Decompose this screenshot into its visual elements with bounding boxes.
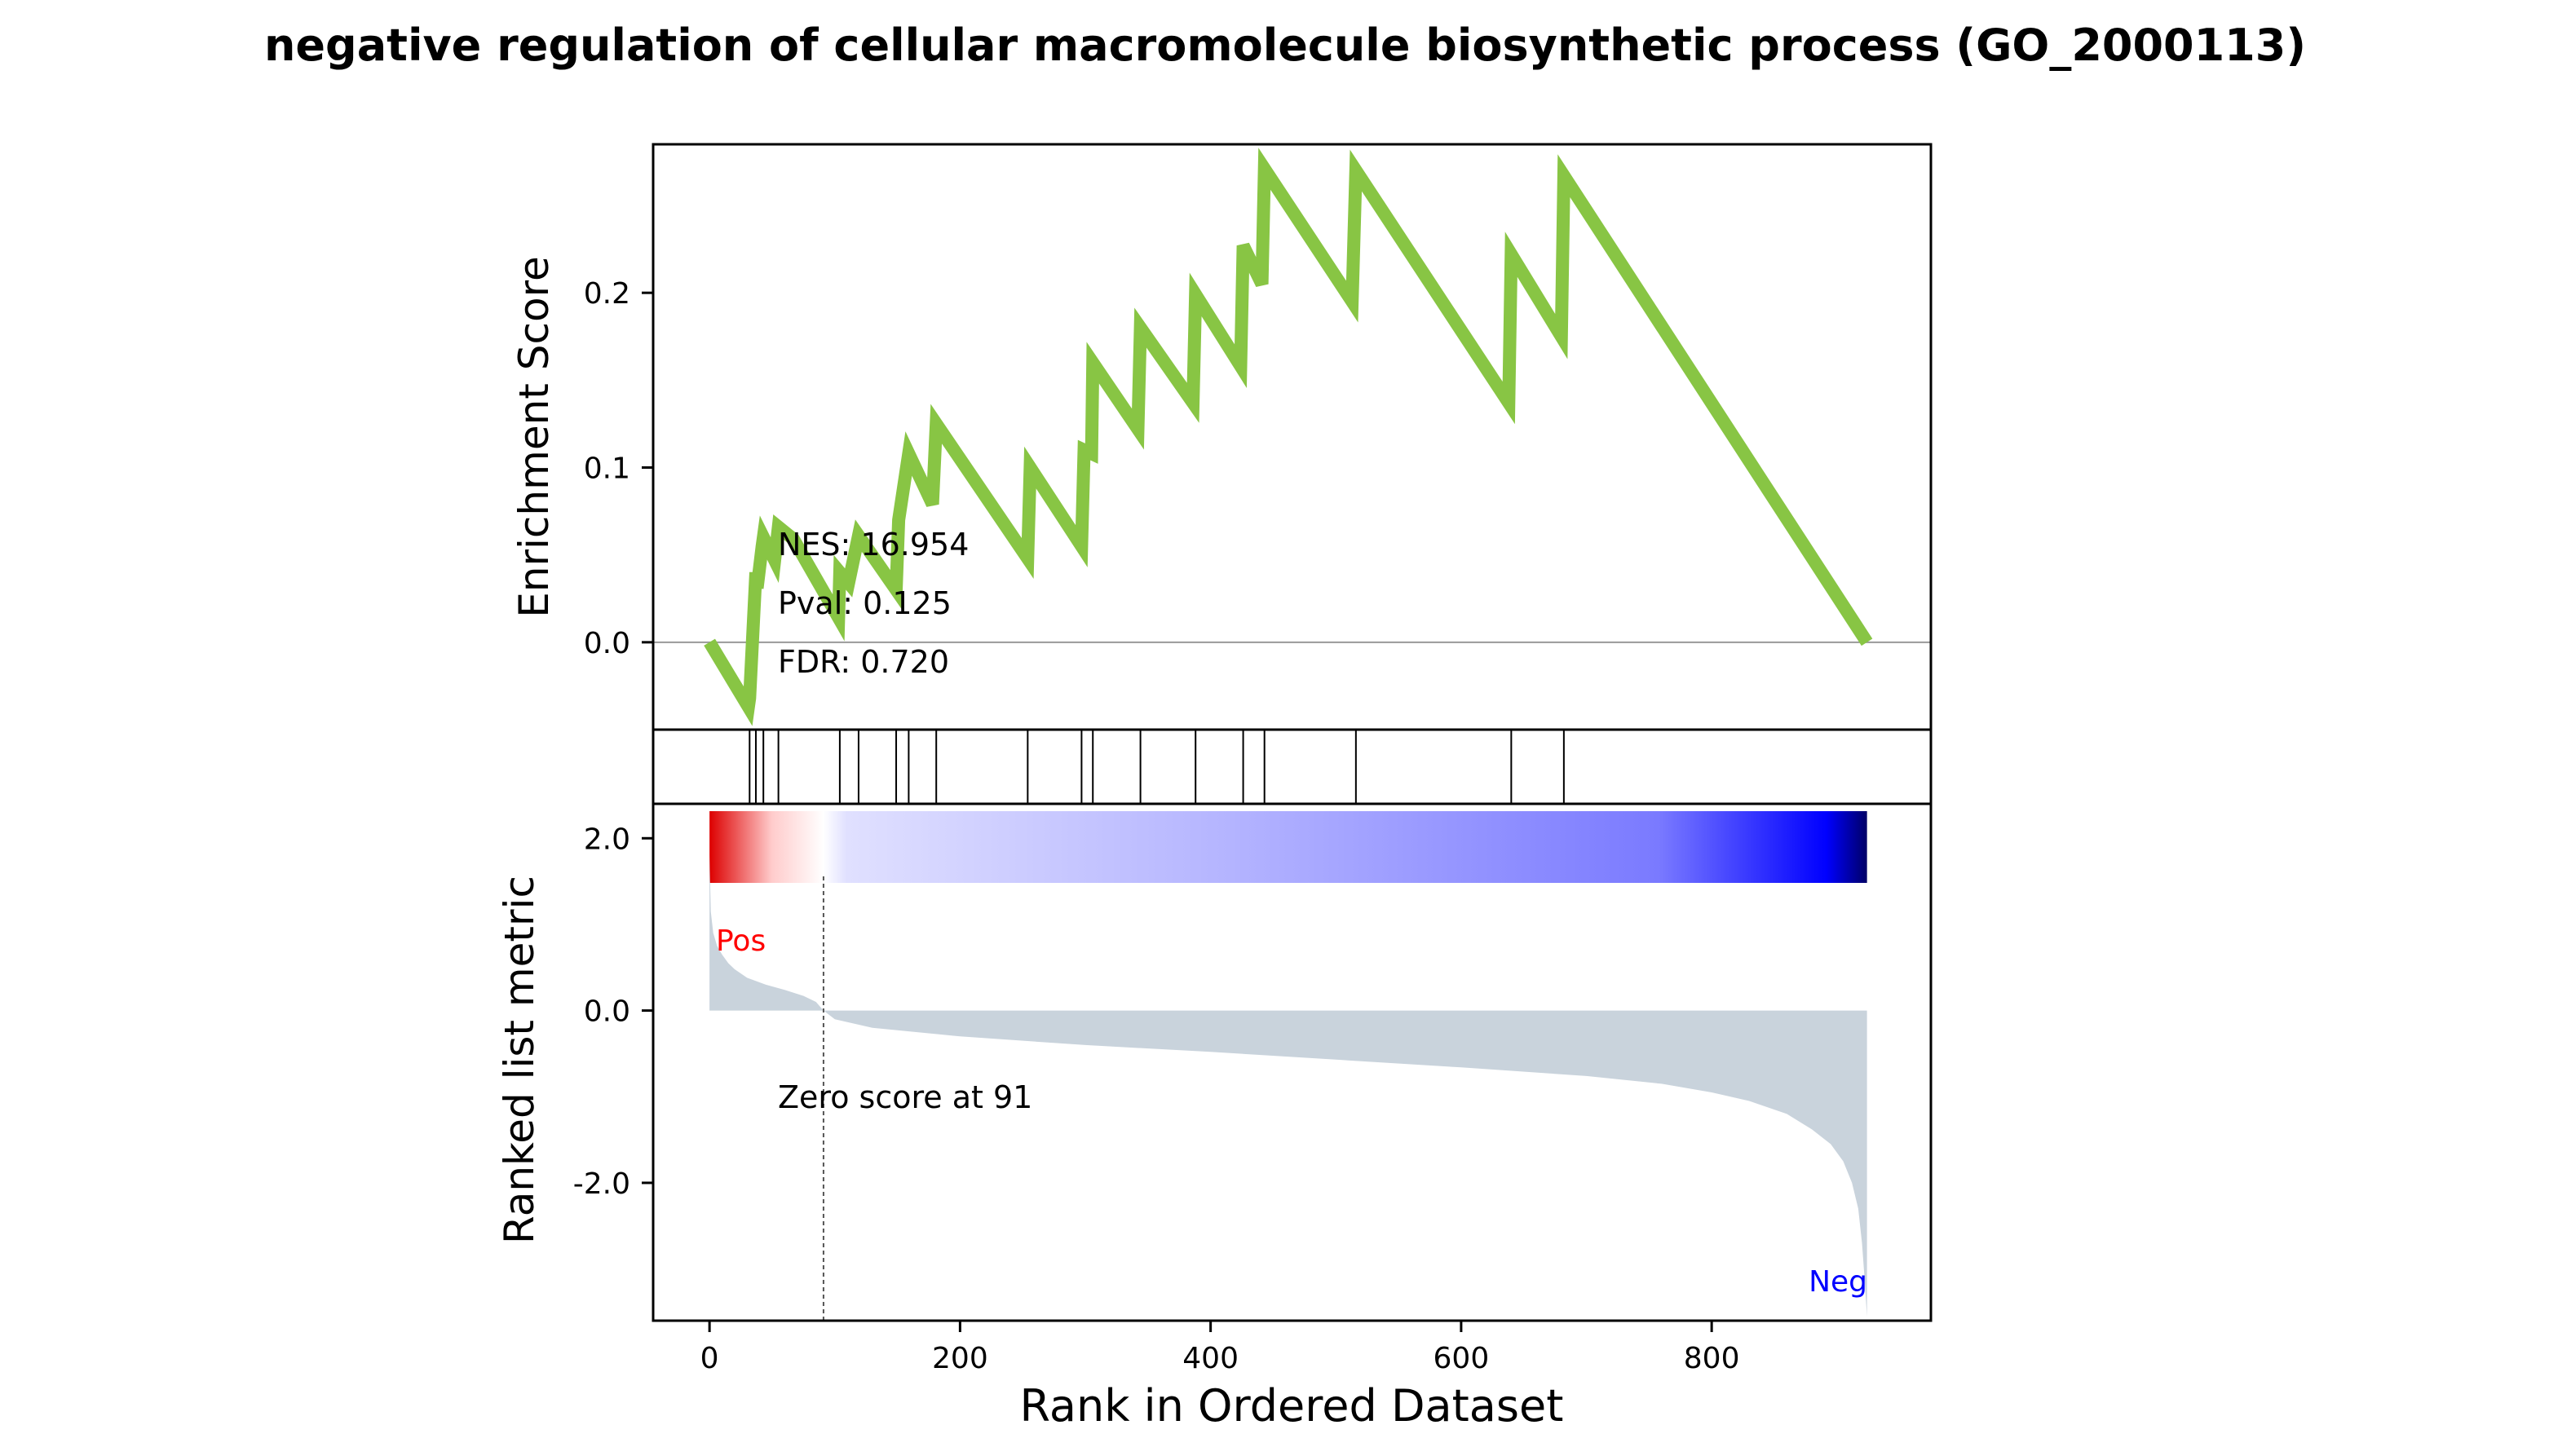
es-y-tick-label: 0.2: [584, 277, 630, 311]
rank-y-axis-label: Ranked list metric: [496, 876, 543, 1244]
es-y-axis: 0.0 0.1 0.2: [584, 277, 653, 660]
hits-panel-frame: [652, 728, 1933, 805]
neg-label: Neg: [1809, 1265, 1867, 1299]
x-axis: 0 200 400 600 800: [700, 1321, 1740, 1375]
hits-panel: [652, 728, 1933, 805]
zero-score-annotation: Zero score at 91: [778, 1079, 1032, 1115]
es-y-tick-label: 0.1: [584, 452, 630, 486]
rank-y-tick-label: 0.0: [584, 995, 630, 1029]
gene-hit-markers: [749, 730, 1565, 804]
es-panel: 0.0 0.1 0.2 Enrichment Score NES: 16.954 P…: [510, 143, 1933, 731]
x-tick-label: 800: [1684, 1342, 1740, 1375]
x-tick-label: 200: [932, 1342, 988, 1375]
x-tick-label: 0: [700, 1342, 719, 1375]
rank-y-tick-label: 2.0: [584, 823, 630, 856]
pos-label: Pos: [716, 924, 766, 958]
rank-y-axis: 2.0 0.0 -2.0: [573, 823, 653, 1201]
es-y-axis-label: Enrichment Score: [510, 256, 558, 618]
x-tick-label: 600: [1433, 1342, 1490, 1375]
x-axis-label: Rank in Ordered Dataset: [1020, 1380, 1564, 1432]
running-es-line: [704, 148, 1873, 726]
es-y-tick-label: 0.0: [584, 627, 630, 660]
rank-y-tick-label: -2.0: [573, 1167, 630, 1201]
nes-annotation: NES: 16.954: [778, 527, 969, 563]
fdr-annotation: FDR: 0.720: [778, 644, 949, 680]
ranked-metric-heatmap: [709, 811, 1867, 883]
rank-panel: 2.0 0.0 -2.0 Ranked list metric Pos Neg Ze…: [496, 802, 1933, 1322]
x-tick-label: 400: [1182, 1342, 1239, 1375]
pval-annotation: Pval: 0.125: [778, 585, 952, 621]
figure-title: negative regulation of cellular macromol…: [264, 20, 2306, 71]
rank-panel-frame: [652, 802, 1933, 1322]
